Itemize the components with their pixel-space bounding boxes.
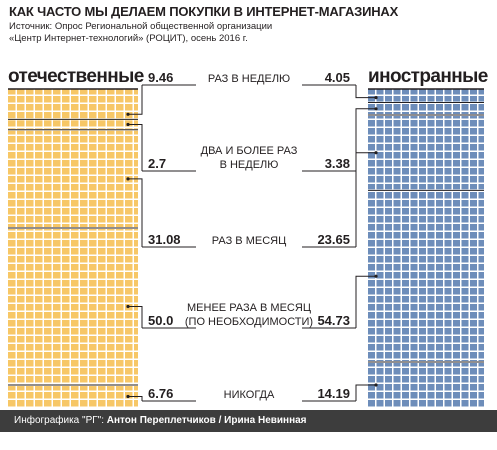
source-line-2: «Центр Интернет-технологий» (РОЦИТ), осе… bbox=[9, 33, 248, 44]
domestic-value-3: 31.08 bbox=[148, 232, 181, 247]
foreign-value-4: 54.73 bbox=[317, 313, 350, 328]
credits-authors: Антон Переплетчиков / Ирина Невинная bbox=[106, 415, 307, 426]
category-label-4-line-2: (ПО НЕОБХОДИМОСТИ) bbox=[185, 316, 313, 328]
domestic-bar-segment-1 bbox=[8, 89, 138, 119]
foreign-connector-dot-5 bbox=[374, 383, 378, 387]
domestic-bar-segment-5 bbox=[8, 386, 138, 407]
source-line-1: Источник: Опрос Региональной общественно… bbox=[9, 21, 273, 32]
domestic-connector-dot-4 bbox=[126, 304, 130, 309]
domestic-value-4: 50.0 bbox=[148, 313, 173, 328]
foreign-series-label: иностранные bbox=[368, 66, 488, 87]
domestic-connector-dot-3 bbox=[126, 177, 130, 181]
foreign-connector-3 bbox=[355, 152, 376, 247]
foreign-bar-segment-4 bbox=[368, 191, 484, 362]
domestic-value-5: 6.76 bbox=[148, 386, 173, 401]
credits-bar: Инфографика "РГ": Антон Переплетчиков / … bbox=[0, 410, 497, 432]
domestic-connector-dot-5 bbox=[126, 394, 130, 399]
category-label-3: РАЗ В МЕСЯЦ bbox=[212, 235, 286, 247]
domestic-bar-segment-3 bbox=[8, 130, 138, 228]
domestic-bar-segment-4 bbox=[8, 229, 138, 385]
domestic-connector-5 bbox=[128, 396, 143, 401]
foreign-bar-segment-2 bbox=[368, 103, 484, 115]
foreign-connector-4 bbox=[355, 275, 376, 328]
domestic-connector-4 bbox=[128, 306, 143, 328]
category-label-1: РАЗ В НЕДЕЛЮ bbox=[208, 73, 290, 85]
foreign-value-2: 3.38 bbox=[325, 156, 350, 171]
domestic-connector-3 bbox=[128, 178, 143, 247]
domestic-connector-1 bbox=[128, 85, 143, 115]
category-label-2-line-1: ДВА И БОЛЕЕ РАЗ bbox=[201, 145, 298, 157]
foreign-value-5: 14.19 bbox=[317, 386, 350, 401]
credits-prefix: Инфографика "РГ": bbox=[14, 415, 107, 426]
category-label-5: НИКОГДА bbox=[224, 389, 275, 401]
frequency-chart: РАЗ В НЕДЕЛЮ 9.46 4.05 ДВА И БОЛЕЕ РАЗ В НЕД… bbox=[8, 70, 484, 407]
foreign-value-1: 4.05 bbox=[325, 70, 350, 85]
foreign-connector-dot-1 bbox=[374, 96, 378, 100]
foreign-connector-5 bbox=[355, 384, 376, 401]
domestic-value-2: 2.7 bbox=[148, 156, 166, 171]
category-label-4-line-1: МЕНЕЕ РАЗА В МЕСЯЦ bbox=[187, 302, 311, 314]
foreign-connector-dot-4 bbox=[374, 274, 378, 278]
foreign-bar-segment-5 bbox=[368, 363, 484, 407]
domestic-connector-dot-1 bbox=[126, 112, 130, 116]
chart-title: КАК ЧАСТО МЫ ДЕЛАЕМ ПОКУПКИ В ИНТЕРНЕТ-М… bbox=[9, 4, 399, 19]
foreign-connector-dot-2 bbox=[374, 107, 378, 111]
domestic-value-1: 9.46 bbox=[148, 70, 173, 85]
domestic-connector-2 bbox=[128, 124, 143, 171]
domestic-connector-dot-2 bbox=[126, 122, 130, 127]
foreign-connector-dot-3 bbox=[374, 151, 378, 155]
foreign-connector-2 bbox=[355, 108, 376, 171]
domestic-series-label: отечественные bbox=[8, 66, 144, 87]
domestic-bar-segment-2 bbox=[8, 120, 138, 129]
category-label-2-line-2: В НЕДЕЛЮ bbox=[220, 159, 279, 171]
foreign-value-3: 23.65 bbox=[317, 232, 350, 247]
foreign-bar-segment-3 bbox=[368, 116, 484, 190]
foreign-bar-segment-1 bbox=[368, 89, 484, 102]
foreign-connector-1 bbox=[355, 85, 376, 99]
